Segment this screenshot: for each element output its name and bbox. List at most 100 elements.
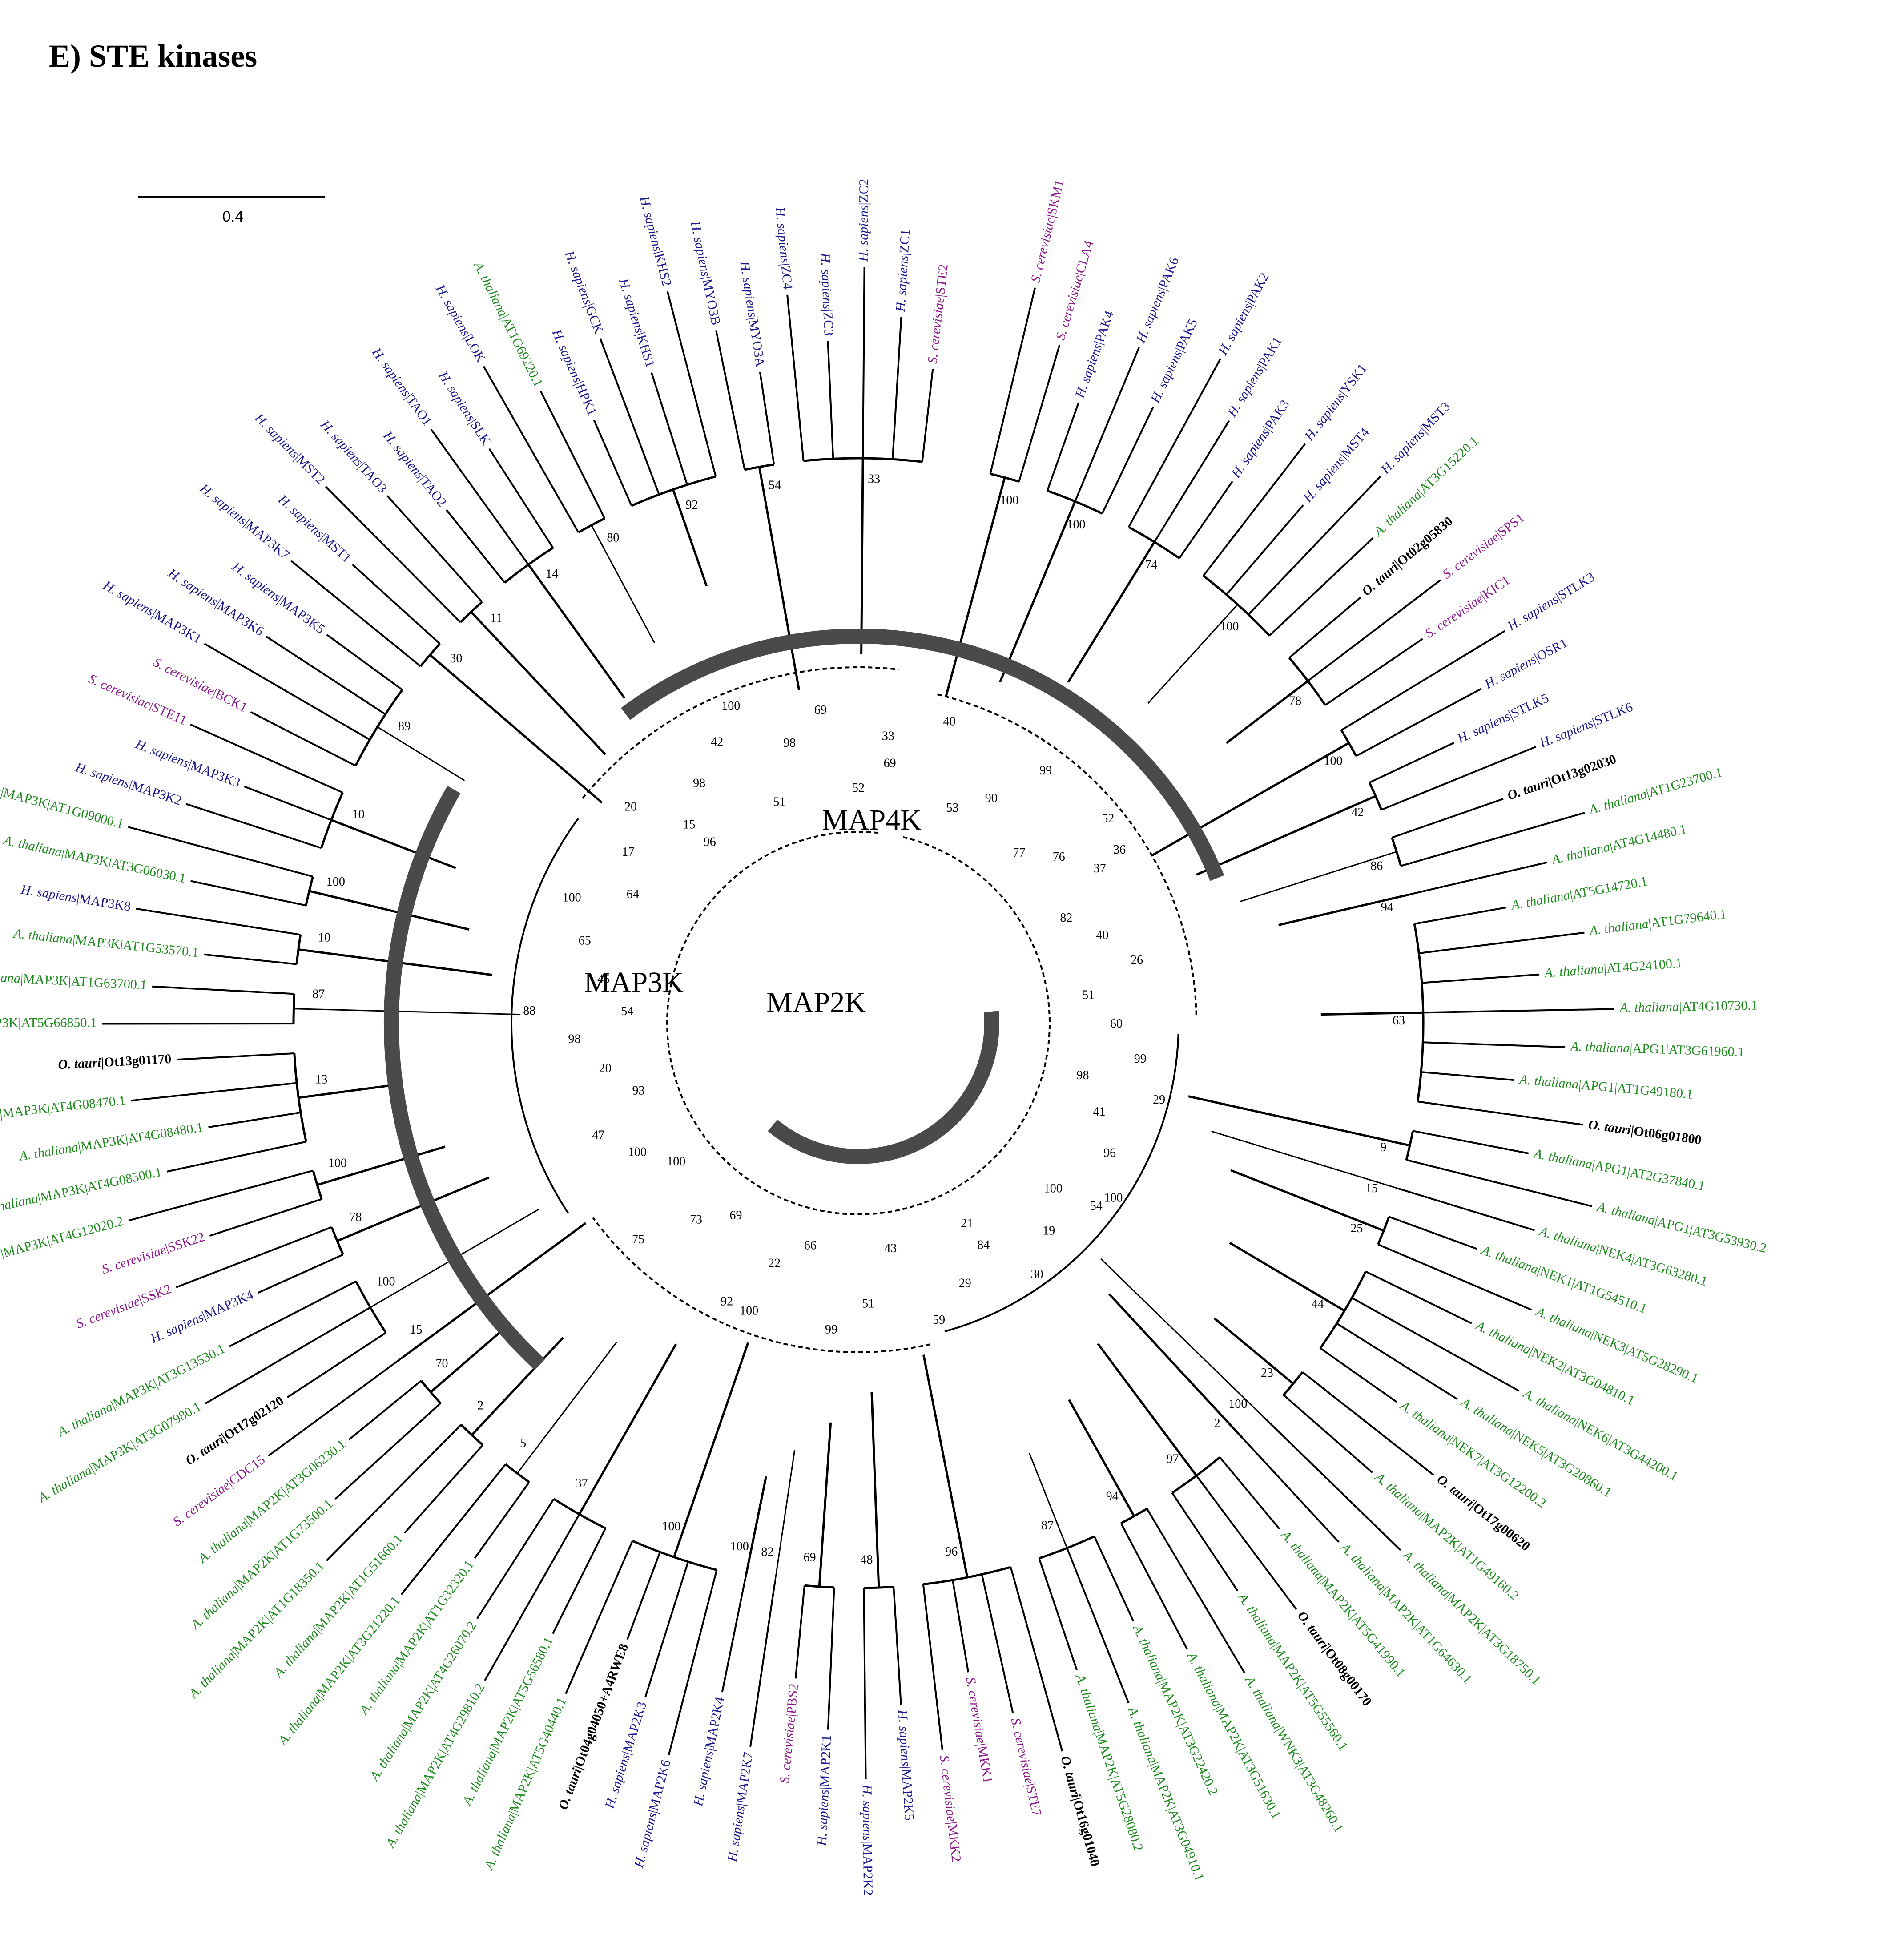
bootstrap-value: 92 (686, 498, 698, 512)
leaf-label: S. cerevisiae|SPS1 (1440, 510, 1527, 581)
bootstrap-value: 87 (1041, 1519, 1054, 1532)
terminal-branch (335, 1403, 441, 1499)
bootstrap-value: 92 (721, 1294, 733, 1308)
terminal-branch (1356, 689, 1481, 756)
leaf-label: H. sapiens|MAP2K7 (725, 1751, 756, 1863)
leaf-label: A. thaliana|APG1|AT3G53930.2 (1595, 1199, 1768, 1256)
bootstrap-value: 100 (1228, 1397, 1247, 1411)
leaf-label: S. cerevisiae|CLA4 (1053, 239, 1096, 342)
bootstrap-value: 42 (711, 735, 723, 749)
bootstrap-value: 52 (1102, 812, 1114, 826)
bootstrap-value: 98 (1077, 1068, 1089, 1082)
bootstrap-value: 53 (946, 801, 959, 815)
leaf-label: A. thaliana|AT4G14480.1 (1550, 822, 1688, 867)
leaf-label: A. thaliana|MAP2K|AT3G04910.1 (1124, 1704, 1207, 1883)
terminal-branch (190, 725, 342, 793)
leaf-label: H. sapiens|MAP2K3 (602, 1700, 649, 1811)
bootstrap-value: 93 (632, 1084, 644, 1098)
terminal-branch (1179, 481, 1232, 558)
terminal-branch (1196, 1475, 1296, 1609)
bootstrap-value: 13 (315, 1072, 328, 1086)
leaf-label: H. sapiens|MAP2K6 (631, 1758, 673, 1870)
leaf-label: H. sapiens|MAP3K7 (197, 480, 292, 562)
leaf-label: S. cerevisiae|STE2 (925, 263, 951, 364)
leaf-label: H. sapiens|MST2 (252, 410, 328, 487)
leaf-label: A. thaliana|AT1G69220.1 (471, 258, 546, 389)
bootstrap-value: 20 (624, 800, 637, 814)
internal-branch (1109, 1294, 1242, 1438)
terminal-branch (990, 288, 1035, 474)
leaf-label: A. thaliana|NEK5|AT3G20860.1 (1458, 1394, 1614, 1500)
backbone-branch (583, 667, 899, 798)
bootstrap-value: 40 (943, 715, 956, 729)
terminal-branch (205, 1307, 370, 1403)
terminal-branch (1047, 403, 1079, 491)
bootstrap-value: 33 (882, 730, 894, 743)
leaf-label: H. sapiens|MAP3K8 (20, 882, 132, 914)
bootstrap-value: 88 (523, 1004, 535, 1018)
terminal-branch (186, 804, 321, 848)
leaf-label: A. thaliana|APG1|AT3G61960.1 (1570, 1039, 1745, 1059)
bootstrap-value: 5 (520, 1436, 526, 1450)
leaf-label: O. tauri|Ot13g01170 (58, 1052, 172, 1072)
bootstrap-value: 84 (977, 1238, 990, 1252)
leaf-label: A. thaliana|MAP3K|AT4G08500.1 (0, 1165, 163, 1218)
bootstrap-value: 20 (599, 1062, 612, 1076)
internal-branch (1212, 1131, 1399, 1189)
leaf-label: H. sapiens|ZC3 (818, 252, 836, 336)
leaf-label: H. sapiens|MAP3K2 (73, 760, 183, 808)
internal-branch (471, 612, 605, 754)
terminal-branch (244, 786, 331, 820)
leaf-label: A. thaliana|APG1|AT2G37840.1 (1532, 1146, 1706, 1193)
leaf-label: H. sapiens|ZC2 (856, 179, 871, 262)
terminal-branch (1325, 639, 1423, 705)
internal-branch (1321, 1012, 1423, 1014)
internal-branch (775, 1450, 794, 1582)
bootstrap-value: 82 (1060, 911, 1072, 925)
bootstrap-value: 64 (627, 887, 639, 901)
terminal-branch (204, 955, 297, 964)
bootstrap-value: 54 (769, 479, 781, 492)
bootstrap-value: 100 (1104, 1191, 1123, 1205)
terminal-branch (1172, 1493, 1237, 1591)
terminal-branch (760, 372, 774, 465)
bootstrap-value: 36 (1113, 843, 1126, 857)
bootstrap-value: 15 (1365, 1181, 1378, 1195)
leaf-label: A. thaliana|MAP2K|AT5G56580.1 (459, 1635, 556, 1808)
leaf-label: H. sapiens|KHS1 (616, 276, 658, 369)
internal-branch (1029, 1453, 1067, 1548)
bootstrap-value: 100 (1324, 754, 1342, 768)
leaf-label: A. thaliana|NEK6|AT3G44200.1 (1520, 1386, 1680, 1484)
leaf-label: S. cerevisiae|SSK2 (74, 1282, 173, 1332)
internal-branch (1215, 1318, 1293, 1384)
bootstrap-value: 100 (326, 875, 345, 889)
bootstrap-value: 44 (1312, 1297, 1324, 1311)
leaf-label: O. tauri|Ot06g01800 (1587, 1117, 1703, 1147)
terminal-branch (404, 1445, 483, 1533)
terminal-branch (1341, 631, 1505, 730)
internal-branch (759, 467, 799, 690)
bootstrap-value: 63 (1393, 1014, 1405, 1028)
leaf-label: H. sapiens|PAK2 (1215, 270, 1272, 358)
bootstrap-value: 9 (1380, 1141, 1386, 1154)
terminal-branch (863, 267, 864, 458)
terminal-branch (828, 341, 833, 459)
bootstrap-value: 15 (683, 818, 695, 831)
leaf-label: A. thaliana|MAP2K|AT3G22420.2 (1130, 1622, 1221, 1798)
bootstrap-value: 37 (576, 1477, 588, 1491)
internal-branch (674, 1342, 748, 1557)
leaf-label: H. sapiens|MYO3A (737, 260, 768, 368)
backbone-branch (511, 818, 578, 1213)
leaf-label: A. thaliana|MAP2K|AT5G40440.1 (481, 1695, 569, 1872)
leaf-label: H. sapiens|TAO1 (369, 345, 435, 428)
bootstrap-value: 51 (773, 795, 785, 809)
bootstrap-value: 75 (632, 1233, 644, 1246)
terminal-branch (209, 1113, 301, 1127)
leaf-label: A. thaliana|MAP2K|AT4G26070.2 (366, 1619, 479, 1784)
bootstrap-value: 65 (579, 934, 591, 948)
bootstrap-value: 66 (804, 1239, 817, 1253)
bootstrap-value: 54 (1090, 1199, 1103, 1213)
internal-branch (378, 727, 465, 781)
bootstrap-value: 69 (814, 703, 827, 717)
